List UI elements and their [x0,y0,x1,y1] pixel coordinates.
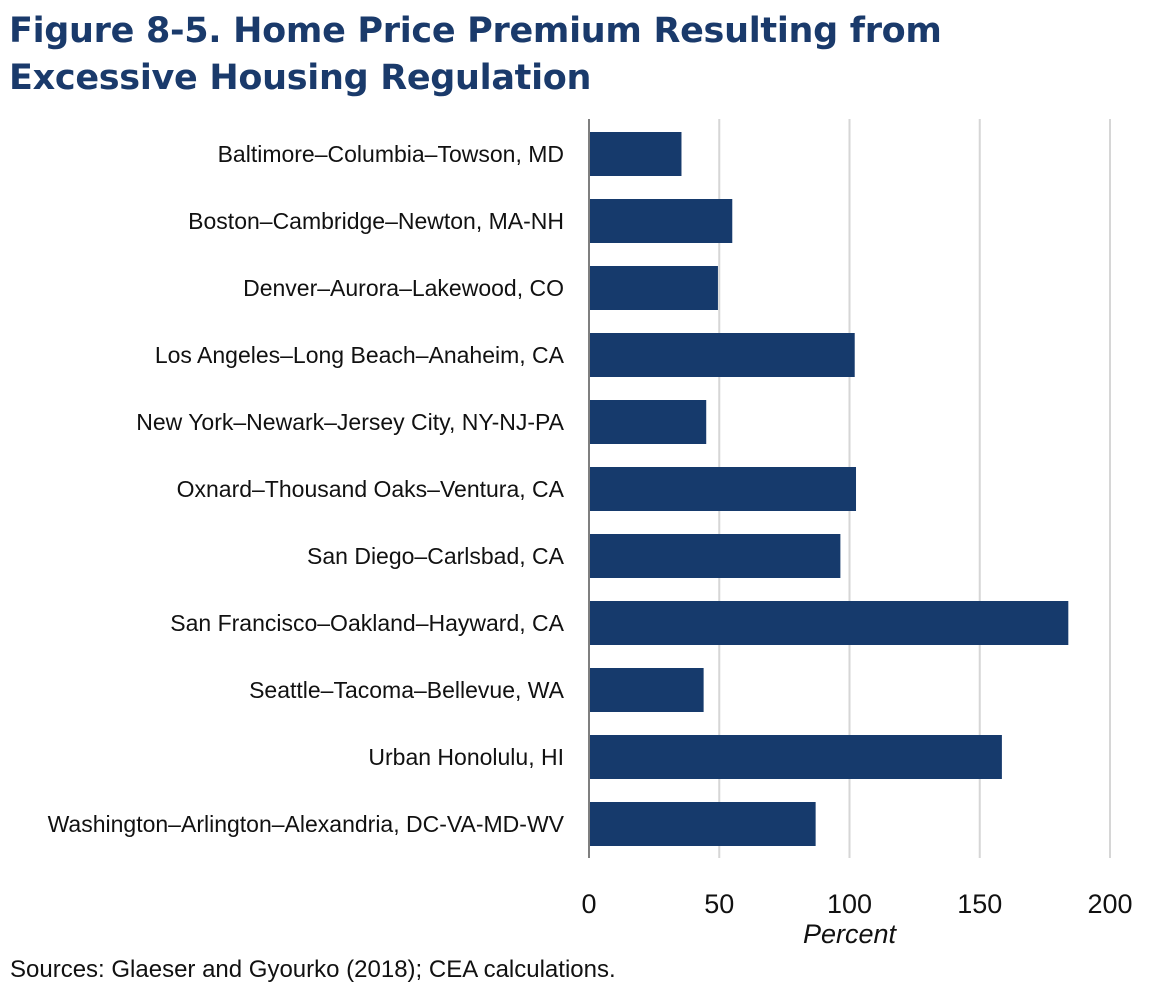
chart-title: Figure 8-5. Home Price Premium Resulting… [9,11,942,98]
bar [590,802,816,846]
bar [590,132,682,176]
category-label: New York–Newark–Jersey City, NY-NJ-PA [136,409,564,435]
category-label: Baltimore–Columbia–Towson, MD [218,141,564,167]
bar [590,266,718,310]
category-label: Urban Honolulu, HI [368,744,564,770]
bar [590,534,841,578]
bar [590,400,707,444]
category-label: San Diego–Carlsbad, CA [307,543,565,569]
category-label: Washington–Arlington–Alexandria, DC-VA-M… [48,811,565,837]
x-tick-label: 0 [581,889,596,919]
x-axis-label: Percent [803,919,898,949]
bar [590,467,857,511]
x-tick-label: 150 [957,889,1002,919]
category-label: San Francisco–Oakland–Hayward, CA [170,610,564,636]
category-label: Seattle–Tacoma–Bellevue, WA [249,677,565,703]
category-label: Oxnard–Thousand Oaks–Ventura, CA [177,476,565,502]
x-tick-label: 100 [827,889,872,919]
bar [590,668,704,712]
category-labels: Baltimore–Columbia–Towson, MD Boston–Camb… [48,141,565,837]
category-label: Boston–Cambridge–Newton, MA-NH [188,208,564,234]
bar [590,199,733,243]
category-label: Los Angeles–Long Beach–Anaheim, CA [155,342,565,368]
x-tick-labels: 0 50 100 150 200 [581,889,1132,919]
source-note: Sources: Glaeser and Gyourko (2018); CEA… [10,956,616,983]
bars [590,132,1069,846]
bar [590,333,855,377]
category-label: Denver–Aurora–Lakewood, CO [243,275,564,301]
x-tick-label: 200 [1087,889,1132,919]
bar [590,601,1069,645]
bar [590,735,1002,779]
x-tick-label: 50 [704,889,734,919]
